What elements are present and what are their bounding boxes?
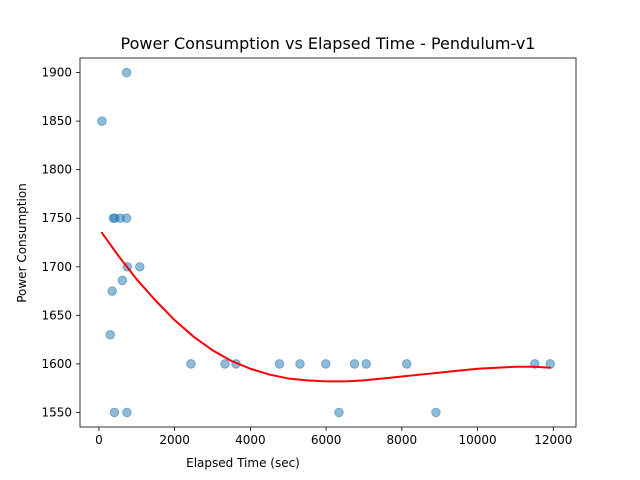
data-point (349, 359, 360, 369)
data-point (334, 407, 344, 418)
x-tick-label: 6000 (311, 433, 342, 447)
x-tick-label: 12000 (534, 433, 572, 447)
data-point (121, 213, 132, 223)
plot-area: 0 2000 4000 6000 8000 10000 12000 1550 1600 1650 1… (41, 57, 577, 447)
data-point (109, 407, 120, 418)
x-tick-label: 8000 (387, 433, 418, 447)
data-point (321, 359, 331, 369)
x-axis-label: Elapsed Time (sec) (186, 456, 300, 470)
data-point (220, 359, 230, 369)
y-tick-label: 1700 (41, 260, 72, 274)
y-tick-label: 1800 (41, 163, 72, 177)
y-tick-label: 1650 (41, 308, 72, 322)
x-tick-label: 2000 (159, 433, 190, 447)
y-tick-label: 1900 (41, 66, 72, 80)
data-point (295, 359, 305, 369)
data-point (135, 262, 145, 272)
data-point (186, 359, 196, 369)
data-point (122, 407, 132, 418)
data-point (97, 116, 107, 126)
data-point (121, 67, 132, 78)
data-point (105, 330, 115, 340)
trend-line (100, 231, 552, 383)
x-tick-label: 4000 (235, 433, 266, 447)
y-tick-label: 1750 (41, 211, 72, 225)
chart-title: Power Consumption vs Elapsed Time - Pend… (121, 34, 536, 53)
data-point (431, 407, 441, 418)
plot-frame (79, 57, 577, 428)
y-tick-label: 1600 (41, 357, 72, 371)
x-tick-label: 10000 (458, 433, 496, 447)
data-point (107, 286, 117, 296)
y-tick-label: 1850 (41, 114, 72, 128)
y-axis-label: Power Consumption (15, 183, 29, 303)
x-tick-label: 0 (95, 433, 103, 447)
y-tick-label: 1550 (41, 405, 72, 419)
data-point (361, 359, 371, 369)
data-point (117, 275, 128, 286)
data-point (402, 359, 412, 369)
data-point (274, 359, 285, 369)
